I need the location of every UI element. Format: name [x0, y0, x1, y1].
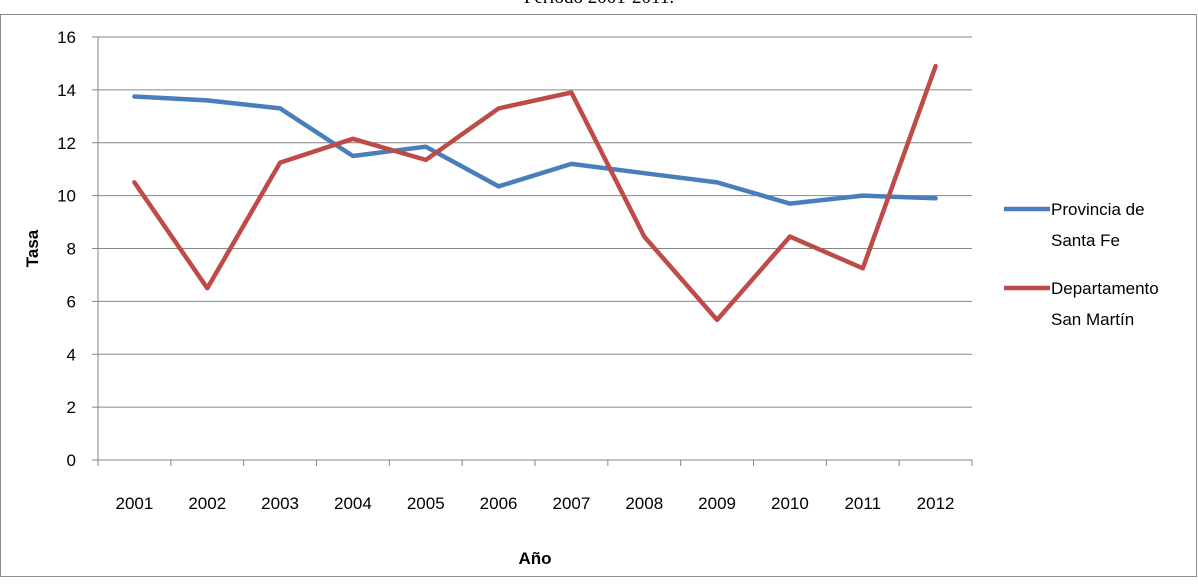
x-tick-label: 2006	[480, 494, 518, 513]
legend-label-1: Santa Fe	[1051, 231, 1120, 250]
y-tick-label: 16	[57, 28, 76, 47]
x-tick-label: 2010	[771, 494, 809, 513]
x-tick-label: 2008	[625, 494, 663, 513]
y-tick-label: 8	[67, 240, 76, 259]
series-line-1	[134, 97, 935, 204]
y-tick-label: 6	[67, 292, 76, 311]
x-tick-label: 2001	[116, 494, 154, 513]
x-tick-label: 2011	[844, 494, 881, 513]
page-title: Período 2001-2011.	[0, 0, 1198, 9]
y-tick-label: 14	[57, 81, 76, 100]
y-tick-label: 10	[57, 187, 76, 206]
x-tick-label: 2004	[334, 494, 372, 513]
y-axis-title: Tasa	[23, 229, 42, 267]
y-tick-label: 0	[67, 451, 76, 470]
x-tick-label: 2007	[553, 494, 591, 513]
y-tick-label: 4	[67, 345, 76, 364]
x-tick-label: 2005	[407, 494, 445, 513]
x-axis-title: Año	[518, 549, 551, 568]
x-tick-label: 2003	[261, 494, 299, 513]
y-tick-label: 2	[67, 398, 76, 417]
y-tick-label: 12	[57, 134, 76, 153]
x-tick-label: 2009	[698, 494, 736, 513]
x-tick-label: 2002	[188, 494, 226, 513]
legend-label-1: Provincia de	[1051, 200, 1145, 219]
legend-label-2: San Martín	[1051, 310, 1134, 329]
x-tick-label: 2012	[917, 494, 955, 513]
legend-label-2: Departamento	[1051, 279, 1159, 298]
